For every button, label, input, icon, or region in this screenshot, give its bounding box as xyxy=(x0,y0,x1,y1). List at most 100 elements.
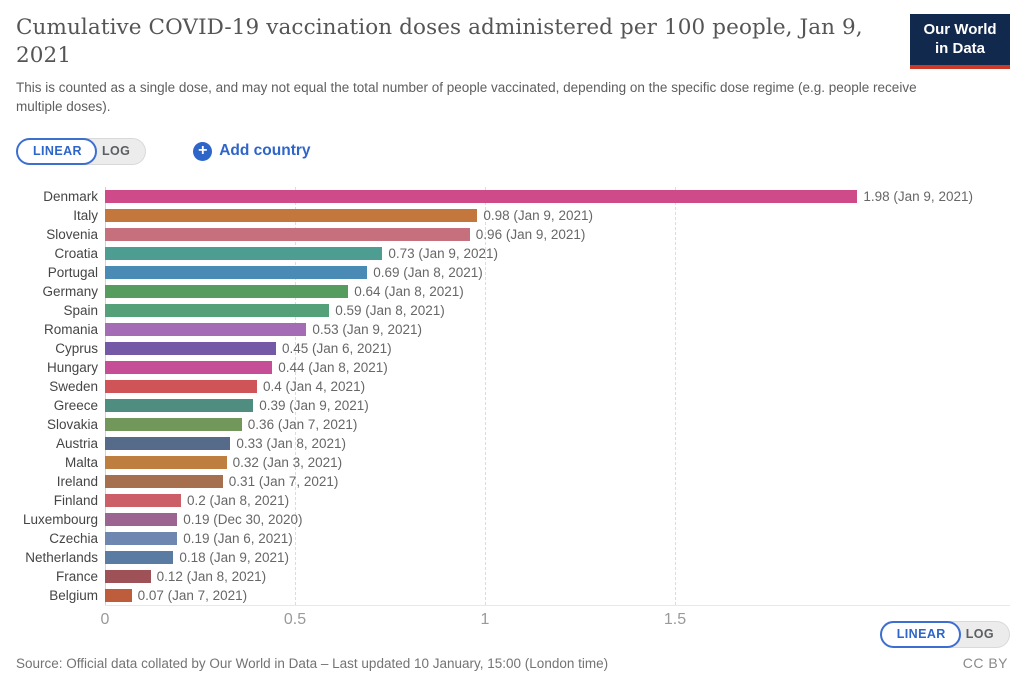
bar[interactable] xyxy=(105,246,383,260)
bar[interactable] xyxy=(105,303,330,317)
bar[interactable] xyxy=(105,569,151,583)
country-label: Italy xyxy=(73,207,98,223)
value-label: 0.96 (Jan 9, 2021) xyxy=(475,226,586,242)
chart-row: Slovenia 0.96 (Jan 9, 2021) xyxy=(0,225,1024,244)
bar-chart: Denmark 1.98 (Jan 9, 2021) Italy 0.98 (Jan … xyxy=(0,186,1024,633)
chart-row: Austria 0.33 (Jan 8, 2021) xyxy=(0,434,1024,453)
country-label: Czechia xyxy=(49,530,98,546)
chart-row: Portugal 0.69 (Jan 8, 2021) xyxy=(0,263,1024,282)
value-label: 0.07 (Jan 7, 2021) xyxy=(137,587,248,603)
bar[interactable] xyxy=(105,436,231,450)
source-note: Source: Official data collated by Our Wo… xyxy=(16,656,609,671)
bar[interactable] xyxy=(105,341,276,355)
value-label: 0.53 (Jan 9, 2021) xyxy=(312,321,422,337)
chart-row: Greece 0.39 (Jan 9, 2021) xyxy=(0,396,1024,415)
value-label: 0.59 (Jan 8, 2021) xyxy=(335,302,445,318)
x-tick-label: 0 xyxy=(100,610,110,628)
x-tick-label: 1 xyxy=(480,610,490,628)
bar[interactable] xyxy=(105,379,257,393)
chart-row: Cyprus 0.45 (Jan 6, 2021) xyxy=(0,339,1024,358)
bar[interactable] xyxy=(105,493,181,507)
license-link[interactable]: CC BY xyxy=(962,655,1008,671)
y-axis-line xyxy=(105,186,106,605)
bar[interactable] xyxy=(105,284,349,298)
bar[interactable] xyxy=(105,455,227,469)
country-label: Portugal xyxy=(47,264,98,280)
chart-row: France 0.12 (Jan 8, 2021) xyxy=(0,567,1024,586)
gridlines xyxy=(105,186,1010,605)
bar[interactable] xyxy=(105,417,242,431)
country-label: Croatia xyxy=(54,245,98,261)
bar[interactable] xyxy=(105,360,273,374)
chart-row: Slovakia 0.36 (Jan 7, 2021) xyxy=(0,415,1024,434)
country-label: Belgium xyxy=(49,587,98,603)
country-label: Denmark xyxy=(43,188,98,204)
bar[interactable] xyxy=(105,227,470,241)
bar[interactable] xyxy=(105,265,368,279)
log-button-bottom[interactable]: LOG xyxy=(948,621,1010,648)
value-label: 0.73 (Jan 9, 2021) xyxy=(388,245,498,261)
value-label: 0.12 (Jan 8, 2021) xyxy=(156,568,267,584)
country-label: Slovenia xyxy=(46,226,98,242)
chart-row: Romania 0.53 (Jan 9, 2021) xyxy=(0,320,1024,339)
chart-row: Spain 0.59 (Jan 8, 2021) xyxy=(0,301,1024,320)
value-label: 0.18 (Jan 9, 2021) xyxy=(179,549,289,565)
country-label: Romania xyxy=(43,321,98,337)
owid-logo-line2: in Data xyxy=(934,39,985,57)
bar[interactable] xyxy=(105,512,178,526)
plus-icon xyxy=(193,141,213,161)
gridline xyxy=(295,186,296,605)
bar[interactable] xyxy=(105,588,132,602)
bar[interactable] xyxy=(105,550,174,564)
country-label: Netherlands xyxy=(25,549,98,565)
value-label: 0.98 (Jan 9, 2021) xyxy=(483,207,593,223)
gridline xyxy=(675,186,676,605)
gridline xyxy=(485,186,486,605)
bar[interactable] xyxy=(105,398,254,412)
chart-row: Malta 0.32 (Jan 3, 2021) xyxy=(0,453,1024,472)
country-label: Malta xyxy=(64,454,98,470)
chart-subtitle: This is counted as a single dose, and ma… xyxy=(16,79,917,115)
bottom-controls: LINEAR LOG xyxy=(879,621,1010,648)
chart-row: Netherlands 0.18 (Jan 9, 2021) xyxy=(0,548,1024,567)
country-label: Slovakia xyxy=(46,416,98,432)
owid-logo[interactable]: Our World in Data xyxy=(910,14,1010,69)
scale-toggle-top: LINEAR LOG xyxy=(16,137,147,165)
chart-rows: Denmark 1.98 (Jan 9, 2021) Italy 0.98 (Jan … xyxy=(0,187,1024,605)
country-label: Hungary xyxy=(46,359,98,375)
value-label: 0.33 (Jan 8, 2021) xyxy=(236,435,346,451)
value-label: 0.4 (Jan 4, 2021) xyxy=(263,378,366,394)
chart-row: Luxembourg 0.19 (Dec 30, 2020) xyxy=(0,510,1024,529)
x-tick-label: 0.5 xyxy=(283,610,307,628)
country-label: Cyprus xyxy=(55,340,98,356)
chart-row: Czechia 0.19 (Jan 6, 2021) xyxy=(0,529,1024,548)
country-label: Ireland xyxy=(56,473,98,489)
chart-row: Ireland 0.31 (Jan 7, 2021) xyxy=(0,472,1024,491)
chart-row: Sweden 0.4 (Jan 4, 2021) xyxy=(0,377,1024,396)
country-label: Austria xyxy=(55,435,98,451)
country-label: Germany xyxy=(42,283,98,299)
x-axis-ticks: 0 0.5 1 1.5 xyxy=(101,610,1010,633)
bar[interactable] xyxy=(105,474,223,488)
add-country-label: Add country xyxy=(219,142,311,160)
country-label: Sweden xyxy=(49,378,98,394)
bar[interactable] xyxy=(105,208,478,222)
linear-button-bottom[interactable]: LINEAR xyxy=(879,621,961,648)
bar[interactable] xyxy=(105,189,858,203)
add-country-button[interactable]: Add country xyxy=(193,141,311,161)
country-label: Greece xyxy=(53,397,98,413)
footer: Source: Official data collated by Our Wo… xyxy=(16,655,1008,671)
value-label: 0.64 (Jan 8, 2021) xyxy=(354,283,464,299)
owid-logo-line1: Our World xyxy=(923,21,997,38)
country-label: Finland xyxy=(53,492,98,508)
value-label: 0.36 (Jan 7, 2021) xyxy=(247,416,358,432)
country-label: France xyxy=(55,568,98,584)
value-label: 0.19 (Dec 30, 2020) xyxy=(183,511,303,527)
bar[interactable] xyxy=(105,322,307,336)
value-label: 0.39 (Jan 9, 2021) xyxy=(259,397,369,413)
chart-row: Hungary 0.44 (Jan 8, 2021) xyxy=(0,358,1024,377)
bar[interactable] xyxy=(105,531,178,545)
value-label: 0.32 (Jan 3, 2021) xyxy=(232,454,343,470)
value-label: 0.45 (Jan 6, 2021) xyxy=(282,340,392,356)
linear-button[interactable]: LINEAR xyxy=(16,137,97,165)
